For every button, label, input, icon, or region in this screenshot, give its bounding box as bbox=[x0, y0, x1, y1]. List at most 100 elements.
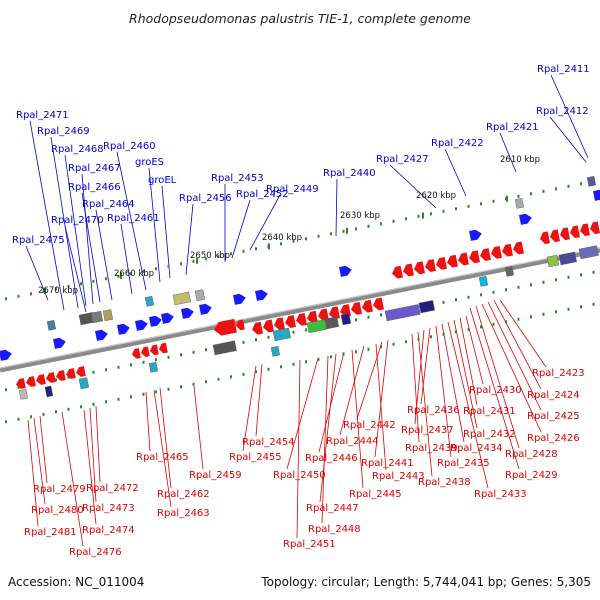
reverse-gene-label: Rpal_2436 bbox=[407, 405, 460, 416]
forward-gene-label: Rpal_2449 bbox=[266, 184, 319, 195]
feature-block bbox=[478, 275, 488, 287]
reverse-connector bbox=[39, 415, 48, 484]
inner-tick-track-dot bbox=[492, 322, 495, 326]
mid-tick-track-dot bbox=[480, 293, 482, 297]
forward-gene-label: Rpal_2471 bbox=[16, 110, 69, 121]
major-tick bbox=[346, 227, 348, 234]
reverse-gene bbox=[373, 297, 384, 311]
outer-tick-track-dot bbox=[392, 219, 395, 223]
reverse-connector bbox=[356, 341, 383, 420]
kbp-label: 2610 kbp bbox=[500, 155, 540, 165]
reverse-gene-label: Rpal_2429 bbox=[505, 470, 558, 481]
mid-tick-track-dot bbox=[192, 350, 195, 354]
inner-tick-track-dot bbox=[592, 302, 595, 306]
feature-block bbox=[78, 377, 90, 390]
feature-block bbox=[148, 361, 158, 373]
inner-tick-track-dot bbox=[242, 372, 245, 376]
outer-tick-track-dot bbox=[305, 237, 307, 241]
inner-tick-track-dot bbox=[305, 360, 307, 364]
inner-tick-track-dot bbox=[280, 365, 282, 369]
outer-tick-track-dot bbox=[205, 257, 207, 261]
forward-gene-label: Rpal_2411 bbox=[537, 64, 590, 75]
accession-text: Accession: NC_011004 bbox=[8, 575, 144, 589]
reverse-gene-label: Rpal_2481 bbox=[24, 527, 77, 538]
reverse-gene-label: Rpal_2442 bbox=[343, 420, 396, 431]
inner-tick-track-dot bbox=[80, 405, 82, 409]
outer-tick-track-dot bbox=[567, 184, 570, 188]
reverse-gene bbox=[425, 259, 436, 273]
reverse-gene bbox=[46, 372, 56, 383]
outer-tick-track-dot bbox=[117, 274, 120, 278]
inner-tick-track-dot bbox=[267, 367, 270, 371]
reverse-gene bbox=[590, 221, 600, 235]
outer-tick-track-dot bbox=[192, 259, 195, 263]
reverse-gene-label: Rpal_2476 bbox=[69, 547, 122, 558]
gene-features bbox=[0, 175, 600, 400]
feature-block bbox=[324, 316, 339, 330]
reverse-connector bbox=[95, 405, 101, 483]
outer-tick-track-dot bbox=[405, 217, 407, 221]
reverse-gene bbox=[132, 348, 141, 359]
feature-block bbox=[18, 388, 28, 400]
reverse-connector bbox=[33, 417, 46, 505]
forward-gene-label: Rpal_2456 bbox=[179, 193, 232, 204]
feature-block bbox=[558, 251, 577, 266]
reverse-gene bbox=[480, 248, 491, 262]
reverse-gene-label: Rpal_2430 bbox=[469, 385, 522, 396]
forward-gene-label: groES bbox=[135, 157, 164, 168]
reverse-gene bbox=[159, 342, 168, 354]
forward-connector bbox=[116, 151, 147, 291]
forward-connector bbox=[120, 223, 133, 295]
outer-tick-track-dot bbox=[105, 277, 107, 281]
reverse-gene-label: Rpal_2445 bbox=[349, 489, 402, 500]
mid-tick-track-dot bbox=[117, 365, 120, 369]
reverse-gene bbox=[307, 310, 318, 324]
inner-tick-track-dot bbox=[180, 385, 182, 389]
outer-tick-track-dot bbox=[30, 292, 32, 296]
reverse-gene-label: Rpal_2479 bbox=[33, 484, 86, 495]
outer-tick-track-dot bbox=[17, 294, 20, 298]
inner-tick-track-dot bbox=[392, 342, 395, 346]
forward-connector bbox=[64, 154, 87, 307]
reverse-gene bbox=[351, 301, 362, 315]
reverse-connector bbox=[351, 349, 364, 489]
reverse-connector bbox=[61, 411, 84, 547]
mid-tick-track-dot bbox=[105, 368, 107, 372]
reverse-gene bbox=[458, 252, 469, 266]
inner-tick-track-dot bbox=[580, 305, 582, 309]
inner-tick-track-dot bbox=[292, 362, 295, 366]
reverse-gene-label: Rpal_2426 bbox=[527, 433, 580, 444]
mid-tick-track-dot bbox=[517, 285, 520, 289]
outer-tick-track-dot bbox=[180, 262, 182, 266]
outer-tick-track-dot bbox=[167, 264, 170, 268]
mid-tick-track-dot bbox=[592, 270, 595, 274]
forward-connector bbox=[29, 120, 65, 311]
outer-tick-track-dot bbox=[355, 227, 357, 231]
outer-tick-track-dot bbox=[492, 199, 495, 203]
outer-tick-track-dot bbox=[330, 232, 332, 236]
mid-tick-track-dot bbox=[530, 283, 532, 287]
reverse-gene bbox=[236, 319, 245, 331]
reverse-gene-label: Rpal_2451 bbox=[283, 539, 336, 550]
reverse-gene bbox=[329, 306, 340, 320]
feature-block bbox=[90, 310, 104, 324]
inner-tick-track-dot bbox=[117, 397, 120, 401]
forward-gene-label: Rpal_2460 bbox=[103, 141, 156, 152]
inner-tick-track-dot bbox=[255, 370, 257, 374]
outer-tick-track-dot bbox=[242, 249, 245, 253]
reverse-gene bbox=[491, 245, 502, 259]
reverse-gene bbox=[150, 344, 159, 356]
forward-gene bbox=[53, 337, 66, 349]
outer-tick-track-dot bbox=[67, 284, 70, 288]
mid-tick-track-dot bbox=[67, 375, 70, 379]
reverse-gene bbox=[318, 308, 329, 322]
reverse-gene-label: Rpal_2473 bbox=[82, 503, 135, 514]
inner-tick-track-dot bbox=[417, 337, 420, 341]
reverse-connector bbox=[153, 389, 172, 508]
reverse-connector bbox=[417, 331, 433, 477]
inner-tick-track-dot bbox=[505, 320, 507, 324]
gene-labels: Rpal_2411Rpal_2412Rpal_2421Rpal_2422Rpal… bbox=[12, 64, 590, 558]
reverse-gene-label: Rpal_2474 bbox=[82, 525, 135, 536]
inner-tick-track-dot bbox=[355, 350, 357, 354]
reverse-connector bbox=[318, 351, 345, 453]
